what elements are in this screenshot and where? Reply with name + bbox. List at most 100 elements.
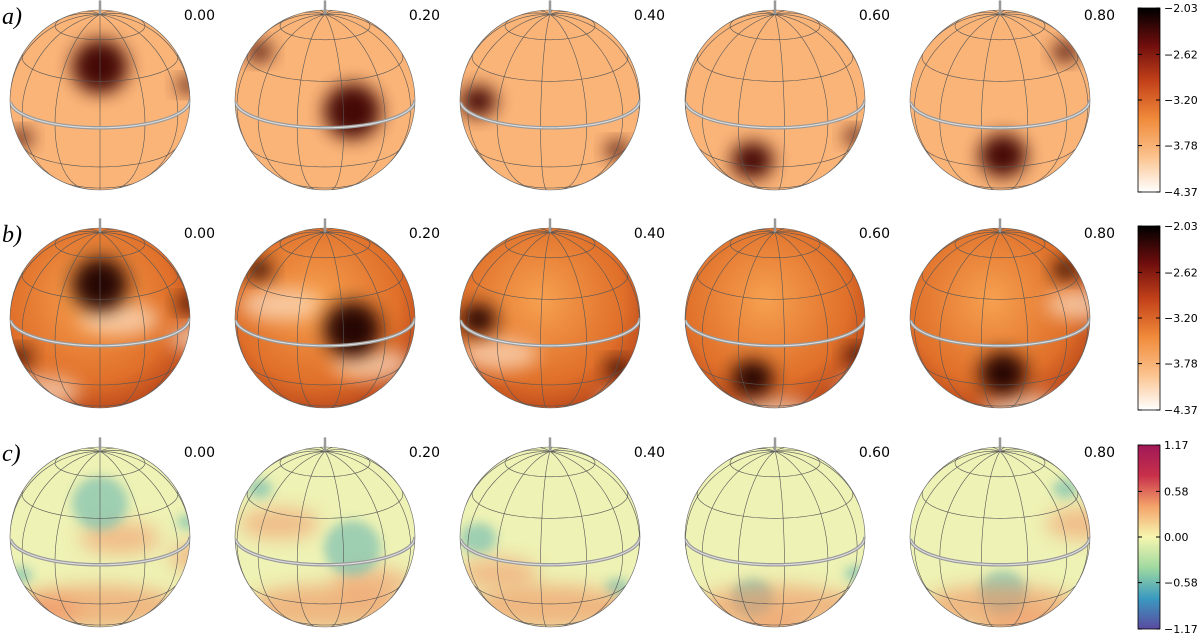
meridian-line xyxy=(774,12,806,16)
latitude-line xyxy=(246,52,326,82)
equator-line xyxy=(99,317,190,347)
sphere xyxy=(459,437,641,628)
phase-label: 0.00 xyxy=(184,226,215,242)
meridian-line xyxy=(324,451,345,627)
meridian-line xyxy=(324,232,411,380)
meridian-line xyxy=(774,228,785,233)
meridian-line xyxy=(774,230,806,234)
latitude-line xyxy=(774,585,851,605)
meridian-line xyxy=(914,14,1001,162)
meridian-line xyxy=(980,451,1001,627)
meridian-line xyxy=(774,451,858,611)
equator-line xyxy=(99,536,190,566)
meridian-line xyxy=(549,231,598,242)
meridian-line xyxy=(549,14,624,183)
surface-spot xyxy=(246,259,273,280)
equator-line xyxy=(99,99,190,129)
meridian-line xyxy=(324,451,386,624)
equator-line xyxy=(910,539,1001,566)
meridian-line xyxy=(738,232,776,408)
meridian-line xyxy=(540,451,551,627)
meridian-line xyxy=(727,13,776,24)
surface-patch xyxy=(982,392,1063,408)
meridian-line xyxy=(296,232,326,408)
meridian-line xyxy=(324,451,411,599)
surface-spot xyxy=(246,41,273,62)
meridian-line xyxy=(324,231,398,265)
meridian-line xyxy=(236,232,326,366)
latitude-line xyxy=(999,52,1079,82)
sphere-surface xyxy=(685,10,865,190)
phase-label: 0.40 xyxy=(634,445,665,461)
surface-spot xyxy=(844,565,865,582)
latitude-line xyxy=(474,148,551,168)
phase-label: 0.20 xyxy=(409,445,440,461)
meridian-line xyxy=(264,450,326,471)
equator-line xyxy=(999,317,1090,347)
latitude-line xyxy=(249,366,326,386)
meridian-line xyxy=(774,14,829,188)
meridian-line xyxy=(236,451,326,585)
meridian-line xyxy=(774,449,806,453)
latitude-line xyxy=(999,455,1046,478)
meridian-line xyxy=(999,231,1061,252)
equator-line xyxy=(774,317,865,347)
meridian-line xyxy=(756,448,776,452)
meridian-line xyxy=(999,450,1061,471)
latitude-line xyxy=(729,455,776,478)
meridian-line xyxy=(927,13,1001,47)
meridian-line xyxy=(99,14,179,179)
meridian-line xyxy=(496,232,551,406)
meridian-line xyxy=(549,232,624,401)
meridian-line xyxy=(465,232,551,287)
meridian-line xyxy=(756,229,776,233)
meridian-line xyxy=(999,232,1089,366)
equator-line xyxy=(685,539,776,566)
sphere xyxy=(9,437,191,628)
meridian-line xyxy=(465,451,551,506)
sphere xyxy=(9,0,191,191)
sphere xyxy=(234,218,416,409)
meridian-line xyxy=(257,14,326,184)
meridian-line xyxy=(999,451,1089,585)
meridian-line xyxy=(738,451,776,627)
equator-line xyxy=(235,320,326,347)
latitude-line xyxy=(324,52,404,82)
latitude-line xyxy=(549,148,626,168)
meridian-line xyxy=(999,232,1068,402)
surface-spot xyxy=(979,351,1027,396)
colorbar-tick-label: 1.17 xyxy=(1164,439,1189,452)
phase-label: 0.20 xyxy=(409,226,440,242)
equator-line xyxy=(324,317,415,347)
equator-line xyxy=(10,102,101,129)
latitude-line xyxy=(471,270,551,300)
meridian-line xyxy=(257,451,326,621)
meridian-line xyxy=(99,451,190,538)
phase-label: 0.60 xyxy=(859,8,890,24)
equator-line xyxy=(774,536,865,566)
meridian-line xyxy=(324,13,398,47)
meridian-line xyxy=(467,232,551,392)
phase-label: 0.40 xyxy=(634,8,665,24)
meridian-line xyxy=(324,232,386,405)
surface-spot xyxy=(10,130,33,147)
meridian-line xyxy=(304,229,326,233)
meridian-line xyxy=(774,10,785,15)
surface-patch xyxy=(245,585,405,627)
latitude-line xyxy=(24,148,101,168)
meridian-line xyxy=(264,231,326,252)
latitude-line xyxy=(324,585,401,605)
meridian-line xyxy=(519,230,551,234)
meridian-line xyxy=(467,451,551,611)
equator-line xyxy=(910,320,1001,347)
surface-spot xyxy=(324,301,381,357)
latitude-line xyxy=(21,270,101,300)
latitude-line xyxy=(549,18,596,41)
meridian-line xyxy=(99,232,190,319)
latitude-line xyxy=(99,585,176,605)
surface-spot xyxy=(460,522,497,554)
meridian-line xyxy=(21,14,101,179)
latitude-line xyxy=(99,489,179,519)
sphere-surface xyxy=(910,228,1090,408)
latitude-line xyxy=(699,366,776,386)
